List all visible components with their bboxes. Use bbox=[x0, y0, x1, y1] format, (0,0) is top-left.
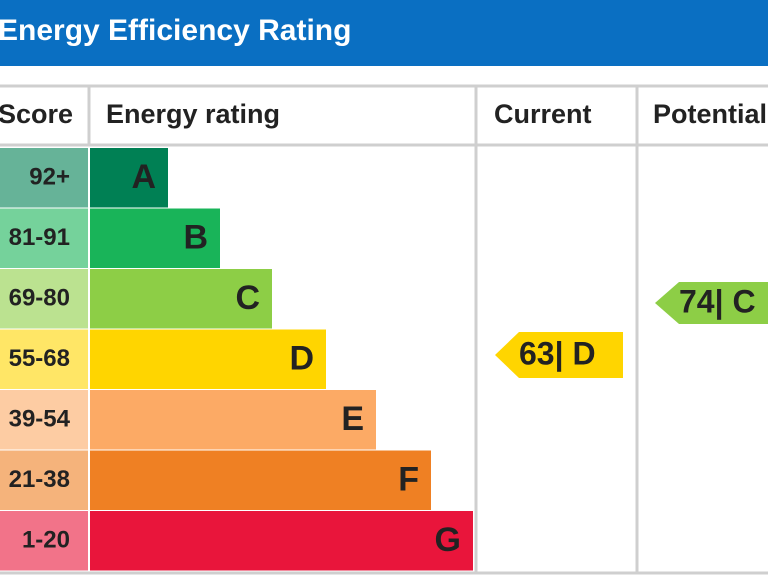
potential-label: 74| C bbox=[679, 283, 756, 319]
column-header: Energy rating bbox=[106, 99, 280, 129]
rating-bar bbox=[90, 329, 326, 389]
score-cell bbox=[0, 511, 88, 571]
potential-arrow bbox=[655, 282, 768, 324]
rating-letter: B bbox=[183, 219, 208, 257]
rating-bar bbox=[90, 269, 272, 329]
rating-bar bbox=[90, 148, 168, 208]
current-label: 63| D bbox=[519, 335, 596, 371]
score-cell bbox=[0, 208, 88, 268]
title: Energy Efficiency Rating bbox=[0, 14, 351, 47]
column-header: Current bbox=[494, 99, 592, 129]
score-label: 21-38 bbox=[9, 466, 70, 493]
column-header: Potential bbox=[653, 99, 767, 129]
column-header: Score bbox=[0, 99, 73, 129]
score-cell bbox=[0, 450, 88, 510]
rating-letter: A bbox=[131, 158, 156, 196]
score-label: 1-20 bbox=[22, 527, 70, 554]
table-lines bbox=[0, 84, 768, 575]
rating-letter: F bbox=[398, 461, 419, 499]
current-arrow bbox=[495, 332, 623, 378]
rating-letter: G bbox=[435, 521, 461, 559]
score-cell bbox=[0, 148, 88, 208]
score-cell bbox=[0, 329, 88, 389]
score-label: 69-80 bbox=[9, 285, 70, 312]
rating-bar bbox=[90, 450, 431, 510]
rating-bar bbox=[90, 390, 376, 450]
score-label: 39-54 bbox=[9, 406, 71, 433]
rating-bar bbox=[90, 511, 473, 571]
title-bar bbox=[0, 0, 768, 66]
score-label: 81-91 bbox=[9, 224, 70, 251]
score-cell bbox=[0, 269, 88, 329]
score-label: 92+ bbox=[29, 164, 70, 191]
score-label: 55-68 bbox=[9, 345, 70, 372]
rating-bar bbox=[90, 208, 220, 268]
rating-letter: C bbox=[235, 279, 260, 317]
score-cell bbox=[0, 390, 88, 450]
rating-letter: D bbox=[289, 340, 314, 378]
rating-letter: E bbox=[341, 400, 364, 438]
